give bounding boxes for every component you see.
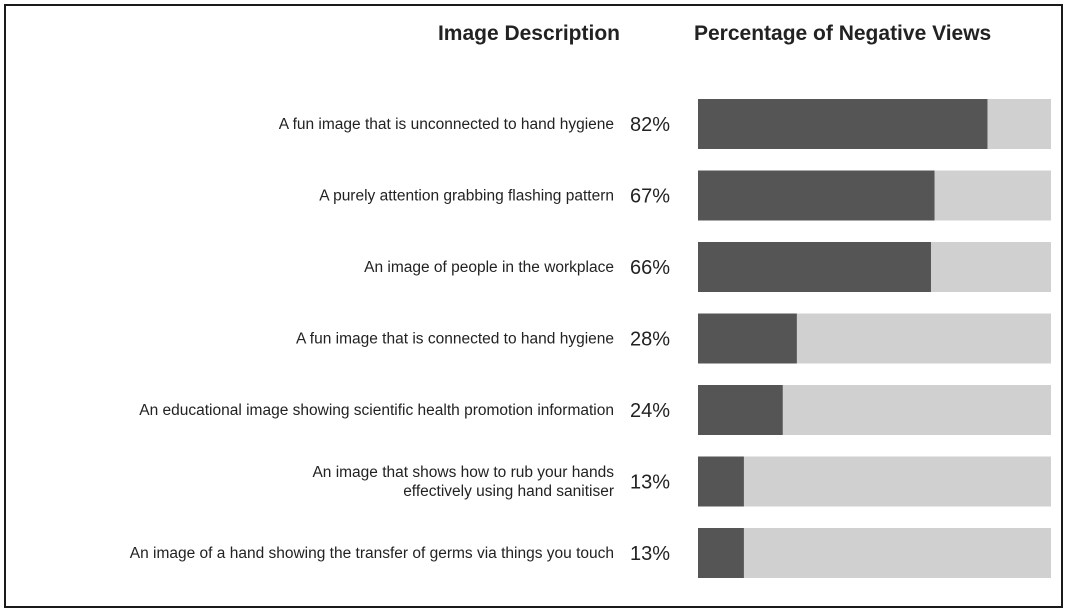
bar-negative-views — [698, 99, 988, 149]
value-label: 28% — [630, 329, 670, 351]
category-label: A fun image that is connected to hand hy… — [296, 331, 614, 348]
bar-negative-views — [698, 313, 797, 364]
bar-negative-views — [698, 170, 935, 221]
category-label: A fun image that is unconnected to hand … — [279, 116, 614, 133]
bar-negative-views — [698, 528, 744, 578]
bar-negative-views — [698, 456, 744, 507]
category-label: An image of people in the workplace — [364, 259, 614, 276]
category-label: An educational image showing scientific … — [139, 402, 614, 419]
column-header-description: Image Description — [437, 22, 620, 45]
category-label: A purely attention grabbing flashing pat… — [319, 188, 614, 205]
category-label: An image of a hand showing the transfer … — [130, 545, 614, 562]
bar-remainder — [698, 456, 1051, 507]
value-label: 67% — [630, 186, 670, 208]
chart-frame — [4, 4, 1063, 608]
bar-negative-views — [698, 242, 931, 292]
value-label: 82% — [630, 114, 670, 136]
value-label: 66% — [630, 257, 670, 279]
bar-remainder — [698, 528, 1051, 578]
bar-negative-views — [698, 385, 783, 435]
value-label: 13% — [630, 472, 670, 494]
column-header-percentage: Percentage of Negative Views — [694, 22, 992, 45]
value-label: 13% — [630, 543, 670, 565]
value-label: 24% — [630, 400, 670, 422]
category-label: An image that shows how to rub your hand… — [312, 464, 614, 500]
